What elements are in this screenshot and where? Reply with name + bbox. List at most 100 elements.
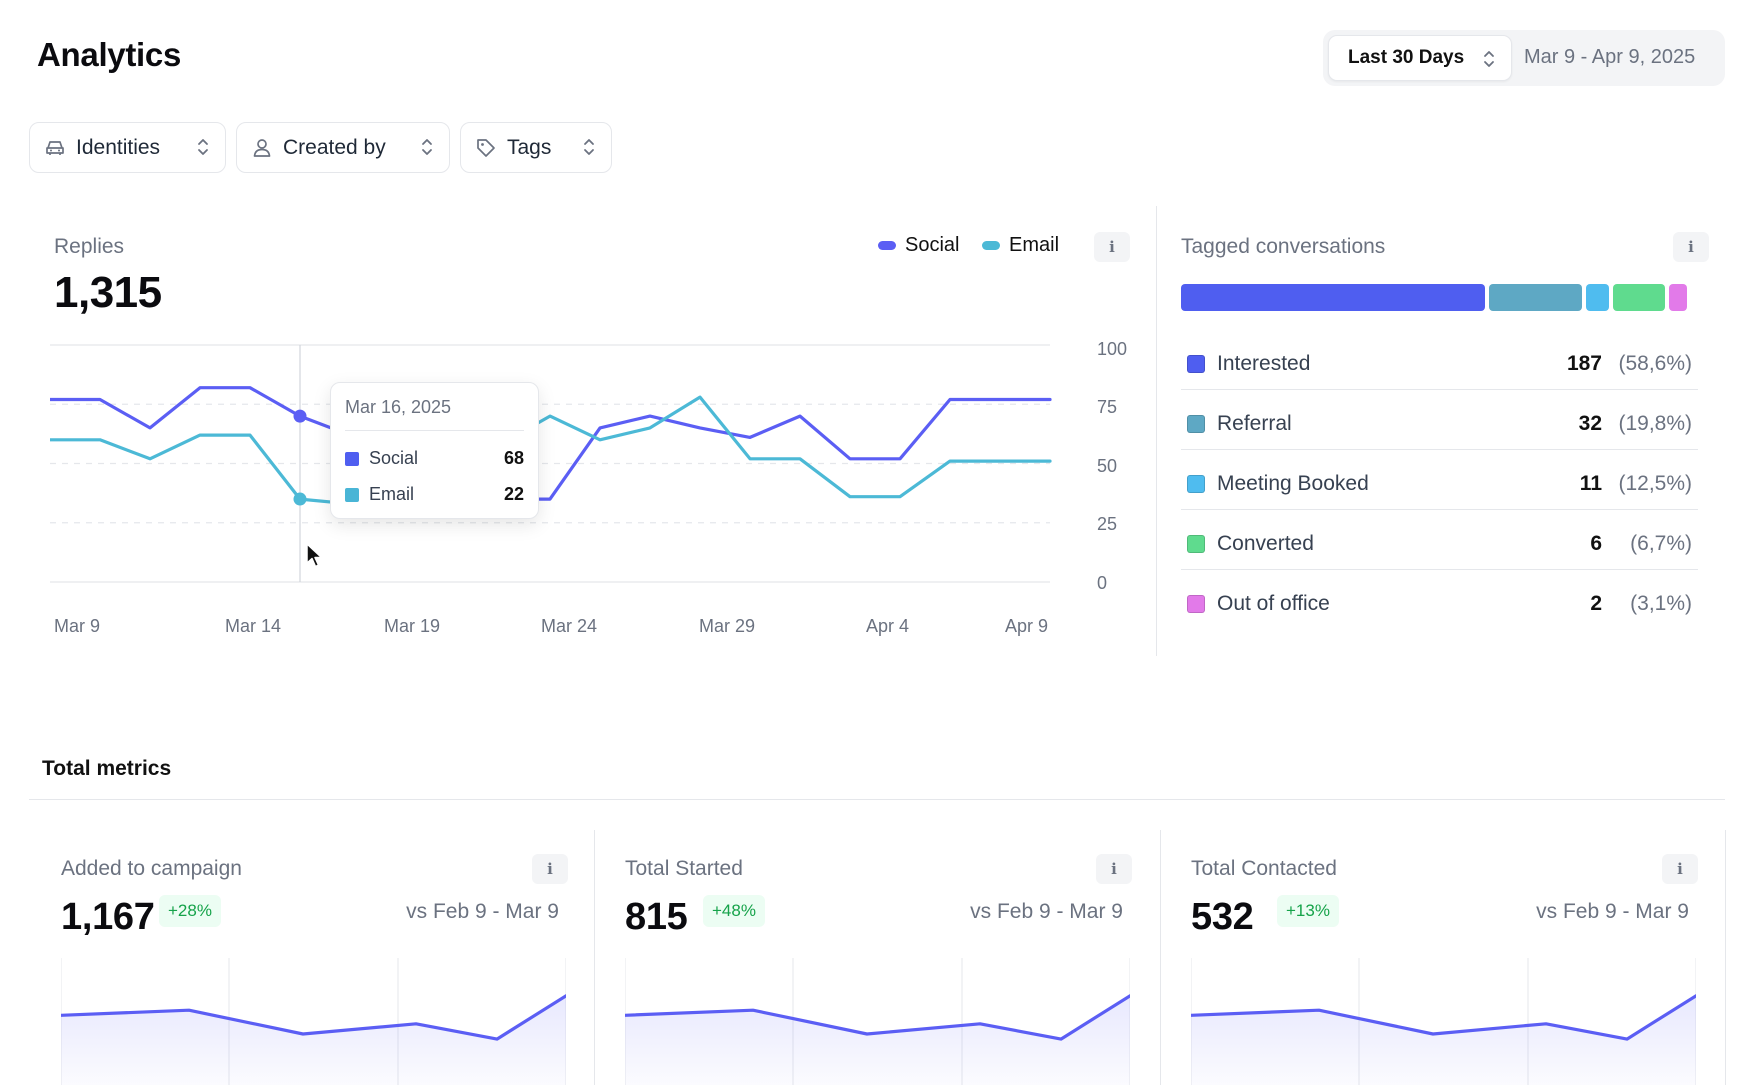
x-tick: Mar 19 <box>384 616 441 636</box>
bar-segment-interested[interactable] <box>1181 284 1485 311</box>
bar-segment-referral[interactable] <box>1488 284 1582 311</box>
spark-line <box>625 994 1130 1041</box>
bar-segment-out-of-office[interactable] <box>1668 284 1687 311</box>
replies-line-chart[interactable] <box>50 330 1110 600</box>
legend-label: Social <box>905 234 960 256</box>
metric-info-button[interactable]: i <box>532 854 568 884</box>
x-tick: Mar 9 <box>54 616 101 636</box>
page-title: Analytics <box>37 36 182 73</box>
replies-label: Replies <box>54 235 125 258</box>
metric-label: Total Contacted <box>1191 857 1337 880</box>
tag-row-divider <box>1181 569 1698 570</box>
legend-swatch <box>982 241 1000 250</box>
tag-row-divider <box>1181 449 1698 450</box>
metric-card-added-to-campaign: Added to campaign i 1,167 +28% vs Feb 9 … <box>31 830 596 1085</box>
metric-sparkline <box>625 958 1130 1085</box>
metric-sparkline <box>1191 958 1696 1085</box>
car-icon <box>44 137 66 165</box>
metric-card-total-contacted: Total Contacted i 532 +13% vs Feb 9 - Ma… <box>1161 830 1726 1085</box>
panel-divider <box>1156 206 1157 656</box>
replies-total: 1,315 <box>54 268 162 317</box>
tag-row-divider <box>1181 509 1698 510</box>
metric-info-button[interactable]: i <box>1662 854 1698 884</box>
y-tick: 0 <box>1097 573 1108 593</box>
spark-line <box>61 994 566 1041</box>
spark-area <box>1191 995 1696 1085</box>
tagged-stacked-bar[interactable] <box>1181 284 1698 311</box>
filter-label: Identities <box>76 136 161 159</box>
tooltip-row-email: Email 22 <box>345 483 524 507</box>
metric-value: 1,167 <box>61 896 155 938</box>
metric-compare: vs Feb 9 - Mar 9 <box>970 900 1123 923</box>
chevron-up-down-icon <box>421 137 433 163</box>
x-tick: Apr 4 <box>866 616 910 636</box>
tag-percent: (19,8%) <box>1618 412 1692 435</box>
legend-social[interactable]: Social <box>878 234 959 257</box>
metric-delta-badge: +13% <box>1277 895 1339 927</box>
tag-count: 187 <box>1566 352 1602 375</box>
chevron-up-down-icon <box>583 137 595 163</box>
tag-icon <box>475 137 497 165</box>
filter-created-by[interactable]: Created by <box>236 122 450 173</box>
chart-tooltip: Mar 16, 2025 Social 68 Email 22 <box>330 382 539 519</box>
tag-row[interactable]: Meeting Booked 11 (12,5%) <box>1181 472 1698 535</box>
tag-name: Interested <box>1217 352 1311 375</box>
tag-swatch <box>1187 415 1205 433</box>
tag-count: 6 <box>1590 532 1602 555</box>
range-select-label: Last 30 Days <box>1348 47 1465 68</box>
spark-area <box>625 995 1130 1085</box>
x-tick: Mar 24 <box>541 616 598 636</box>
section-divider <box>29 799 1725 800</box>
y-tick: 75 <box>1097 397 1118 417</box>
metric-value: 815 <box>625 896 688 938</box>
series-line-email <box>50 395 1052 506</box>
x-tick: Mar 29 <box>699 616 756 636</box>
range-select[interactable]: Last 30 Days <box>1328 35 1512 81</box>
card-divider <box>594 830 595 1085</box>
tooltip-date: Mar 16, 2025 <box>345 397 452 417</box>
legend-label: Email <box>1009 234 1060 256</box>
series-line-social <box>50 386 1052 501</box>
tag-percent: (58,6%) <box>1618 352 1692 375</box>
tag-name: Referral <box>1217 412 1292 435</box>
spark-line <box>1191 994 1696 1041</box>
series-point-social <box>293 409 307 423</box>
bar-segment-meeting-booked[interactable] <box>1585 284 1609 311</box>
replies-info-button[interactable]: i <box>1094 232 1130 262</box>
tag-row-divider <box>1181 389 1698 390</box>
metric-delta-badge: +28% <box>159 895 221 927</box>
metric-label: Total Started <box>625 857 743 880</box>
tag-count: 11 <box>1579 472 1602 495</box>
filter-identities[interactable]: Identities <box>29 122 226 173</box>
tooltip-row-social: Social 68 <box>345 447 524 471</box>
tagged-info-button[interactable]: i <box>1673 232 1709 262</box>
filter-tags[interactable]: Tags <box>460 122 612 173</box>
tag-row[interactable]: Converted 6 (6,7%) <box>1181 532 1698 595</box>
series-point-email <box>293 492 307 506</box>
chevron-up-down-icon <box>1483 50 1495 74</box>
tooltip-divider <box>345 430 524 431</box>
y-tick: 25 <box>1097 514 1118 534</box>
legend-email[interactable]: Email <box>982 234 1059 257</box>
user-icon <box>251 137 273 165</box>
x-tick: Mar 14 <box>225 616 282 636</box>
tag-row[interactable]: Referral 32 (19,8%) <box>1181 412 1698 475</box>
tag-name: Out of office <box>1217 592 1330 615</box>
tag-percent: (12,5%) <box>1618 472 1692 495</box>
tagged-label: Tagged conversations <box>1181 235 1386 258</box>
tag-swatch <box>1187 595 1205 613</box>
tag-row[interactable]: Out of office 2 (3,1%) <box>1181 592 1698 655</box>
x-tick: Apr 9 <box>1005 616 1049 636</box>
chevron-up-down-icon <box>197 137 209 163</box>
metric-info-button[interactable]: i <box>1096 854 1132 884</box>
card-divider <box>1725 830 1726 1085</box>
tag-row[interactable]: Interested 187 (58,6%) <box>1181 352 1698 415</box>
tag-percent: (6,7%) <box>1630 532 1692 555</box>
mouse-cursor-icon <box>306 543 324 574</box>
bar-segment-converted[interactable] <box>1612 284 1665 311</box>
metric-compare: vs Feb 9 - Mar 9 <box>1536 900 1689 923</box>
legend-swatch <box>878 241 896 250</box>
tooltip-series-value: 22 <box>503 484 524 504</box>
metric-card-total-started: Total Started i 815 +48% vs Feb 9 - Mar … <box>595 830 1160 1085</box>
filter-label: Created by <box>283 136 386 159</box>
